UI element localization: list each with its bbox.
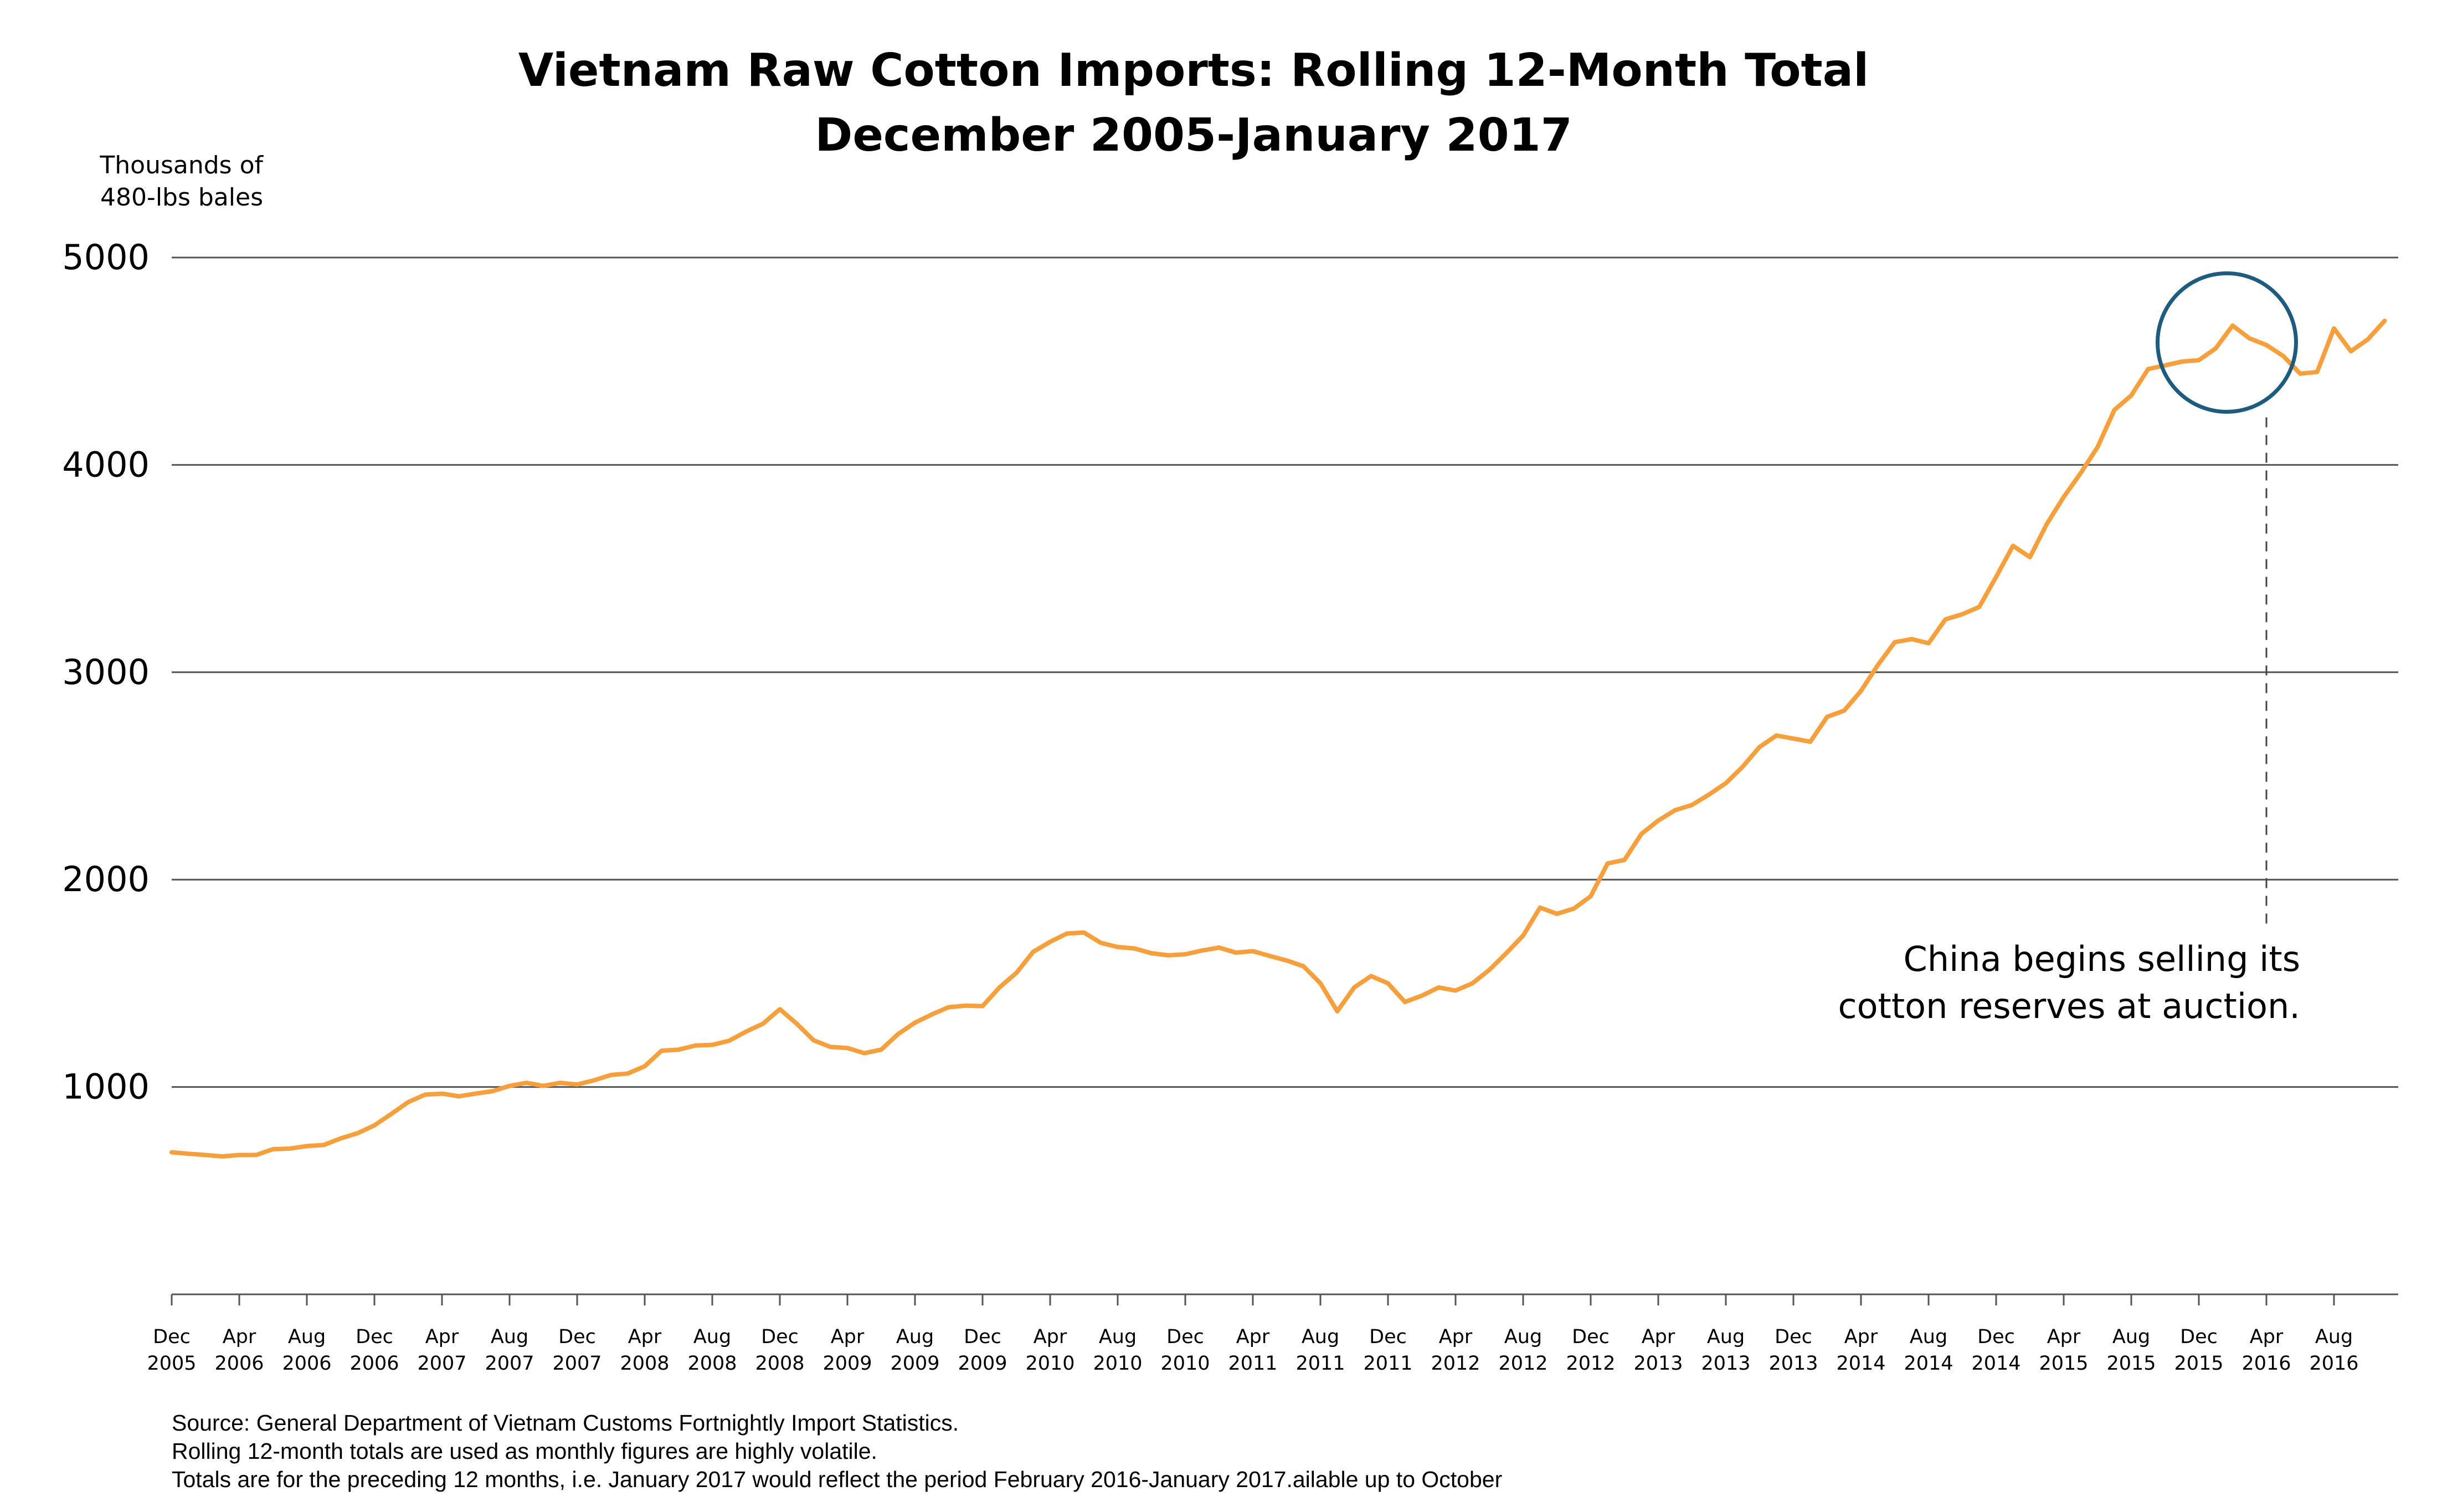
x-tick-year-aug-2008: 2008 — [687, 1352, 737, 1375]
x-tick-month-dec-2015: Dec — [2180, 1326, 2218, 1348]
y-tick-label-4000: 4000 — [62, 444, 150, 485]
x-tick-month-aug-2006: Aug — [288, 1326, 326, 1348]
x-tick-month-aug-2014: Aug — [1910, 1326, 1947, 1348]
x-tick-month-dec-2007: Dec — [558, 1326, 596, 1348]
x-tick-year-apr-2009: 2009 — [822, 1352, 872, 1375]
chart-subtitle: December 2005-January 2017 — [815, 109, 1572, 162]
x-tick-year-dec-2007: 2007 — [552, 1352, 601, 1375]
x-tick-month-apr-2011: Apr — [1236, 1326, 1270, 1348]
x-tick-year-aug-2012: 2012 — [1498, 1352, 1547, 1375]
x-tick-month-aug-2013: Aug — [1707, 1326, 1745, 1348]
x-tick-year-aug-2011: 2011 — [1295, 1352, 1345, 1375]
chart-title: Vietnam Raw Cotton Imports: Rolling 12-M… — [518, 44, 1869, 97]
x-tick-year-aug-2007: 2007 — [485, 1352, 534, 1375]
x-tick-year-apr-2013: 2013 — [1633, 1352, 1683, 1375]
source-note-line-1: Source: General Department of Vietnam Cu… — [172, 1410, 959, 1436]
x-tick-year-dec-2008: 2008 — [755, 1352, 804, 1375]
y-axis-unit-line-2: 480-lbs bales — [100, 183, 263, 212]
x-tick-month-aug-2015: Aug — [2112, 1326, 2150, 1348]
x-tick-month-apr-2010: Apr — [1034, 1326, 1067, 1348]
x-tick-month-dec-2013: Dec — [1775, 1326, 1812, 1348]
x-tick-year-dec-2009: 2009 — [958, 1352, 1007, 1375]
x-tick-year-aug-2006: 2006 — [282, 1352, 331, 1375]
source-note-line-3: Totals are for the preceding 12 months, … — [172, 1467, 1502, 1492]
x-tick-year-dec-2015: 2015 — [2174, 1352, 2223, 1375]
x-tick-month-dec-2009: Dec — [964, 1326, 1001, 1348]
annotation-line-1: China begins selling its — [1903, 939, 2300, 979]
y-axis-tick-labels: 1000 2000 3000 4000 5000 — [62, 237, 150, 1107]
x-tick-year-apr-2016: 2016 — [2241, 1352, 2291, 1375]
x-tick-year-apr-2015: 2015 — [2039, 1352, 2088, 1375]
y-tick-label-1000: 1000 — [62, 1067, 150, 1107]
x-tick-year-apr-2006: 2006 — [214, 1352, 264, 1375]
x-tick-month-apr-2007: Apr — [425, 1326, 459, 1348]
x-tick-month-dec-2012: Dec — [1572, 1326, 1610, 1348]
x-tick-month-aug-2011: Aug — [1302, 1326, 1339, 1348]
x-tick-month-apr-2006: Apr — [223, 1326, 256, 1348]
x-tick-year-aug-2015: 2015 — [2106, 1352, 2156, 1375]
x-tick-month-apr-2016: Apr — [2250, 1326, 2284, 1348]
x-tick-year-aug-2016: 2016 — [2309, 1352, 2358, 1375]
x-tick-year-dec-2011: 2011 — [1363, 1352, 1412, 1375]
x-tick-month-aug-2016: Aug — [2315, 1326, 2353, 1348]
x-tick-year-dec-2013: 2013 — [1768, 1352, 1818, 1375]
x-tick-year-dec-2006: 2006 — [349, 1352, 399, 1375]
x-tick-year-dec-2014: 2014 — [1971, 1352, 2020, 1375]
x-tick-month-dec-2005: Dec — [153, 1326, 191, 1348]
gridlines — [172, 256, 2398, 1088]
annotation-line-2: cotton reserves at auction. — [1838, 986, 2301, 1026]
x-tick-year-aug-2009: 2009 — [890, 1352, 939, 1375]
x-tick-month-aug-2008: Aug — [693, 1326, 731, 1348]
y-tick-label-5000: 5000 — [62, 237, 150, 277]
x-tick-year-dec-2005: 2005 — [147, 1352, 196, 1375]
x-tick-month-apr-2012: Apr — [1439, 1326, 1473, 1348]
x-tick-year-apr-2012: 2012 — [1431, 1352, 1480, 1375]
y-tick-label-3000: 3000 — [62, 652, 150, 692]
source-note-line-2: Rolling 12-month totals are used as mont… — [172, 1438, 877, 1464]
x-tick-year-apr-2014: 2014 — [1836, 1352, 1885, 1375]
x-tick-year-apr-2010: 2010 — [1025, 1352, 1074, 1375]
x-tick-year-apr-2011: 2011 — [1228, 1352, 1277, 1375]
x-tick-year-aug-2010: 2010 — [1093, 1352, 1142, 1375]
x-tick-year-apr-2008: 2008 — [620, 1352, 669, 1375]
x-tick-month-aug-2012: Aug — [1504, 1326, 1542, 1348]
x-tick-year-aug-2013: 2013 — [1701, 1352, 1750, 1375]
y-tick-label-2000: 2000 — [62, 859, 150, 899]
x-tick-month-dec-2014: Dec — [1977, 1326, 2015, 1348]
x-tick-month-apr-2009: Apr — [831, 1326, 865, 1348]
x-tick-month-aug-2007: Aug — [491, 1326, 528, 1348]
x-tick-year-apr-2007: 2007 — [417, 1352, 466, 1375]
x-tick-month-apr-2013: Apr — [1642, 1326, 1675, 1348]
x-tick-month-dec-2011: Dec — [1369, 1326, 1407, 1348]
x-tick-month-dec-2008: Dec — [761, 1326, 799, 1348]
x-tick-year-dec-2012: 2012 — [1566, 1352, 1615, 1375]
x-tick-year-aug-2014: 2014 — [1904, 1352, 1953, 1375]
x-tick-month-dec-2006: Dec — [356, 1326, 393, 1348]
x-axis-ticks: Dec 2005 Apr 2006 Aug 2006 Dec 2006 Apr 2007 Aug 20… — [147, 1294, 2359, 1375]
x-tick-month-dec-2010: Dec — [1166, 1326, 1204, 1348]
x-tick-month-aug-2009: Aug — [896, 1326, 934, 1348]
x-tick-month-apr-2015: Apr — [2047, 1326, 2081, 1348]
series-line-cotton-imports — [169, 318, 2387, 1159]
y-axis-unit-line-1: Thousands of — [99, 151, 264, 179]
x-tick-year-dec-2010: 2010 — [1160, 1352, 1210, 1375]
highlight-circle — [2156, 271, 2298, 414]
x-tick-month-aug-2010: Aug — [1099, 1326, 1137, 1348]
x-tick-month-apr-2008: Apr — [628, 1326, 662, 1348]
x-tick-month-apr-2014: Apr — [1844, 1326, 1878, 1348]
